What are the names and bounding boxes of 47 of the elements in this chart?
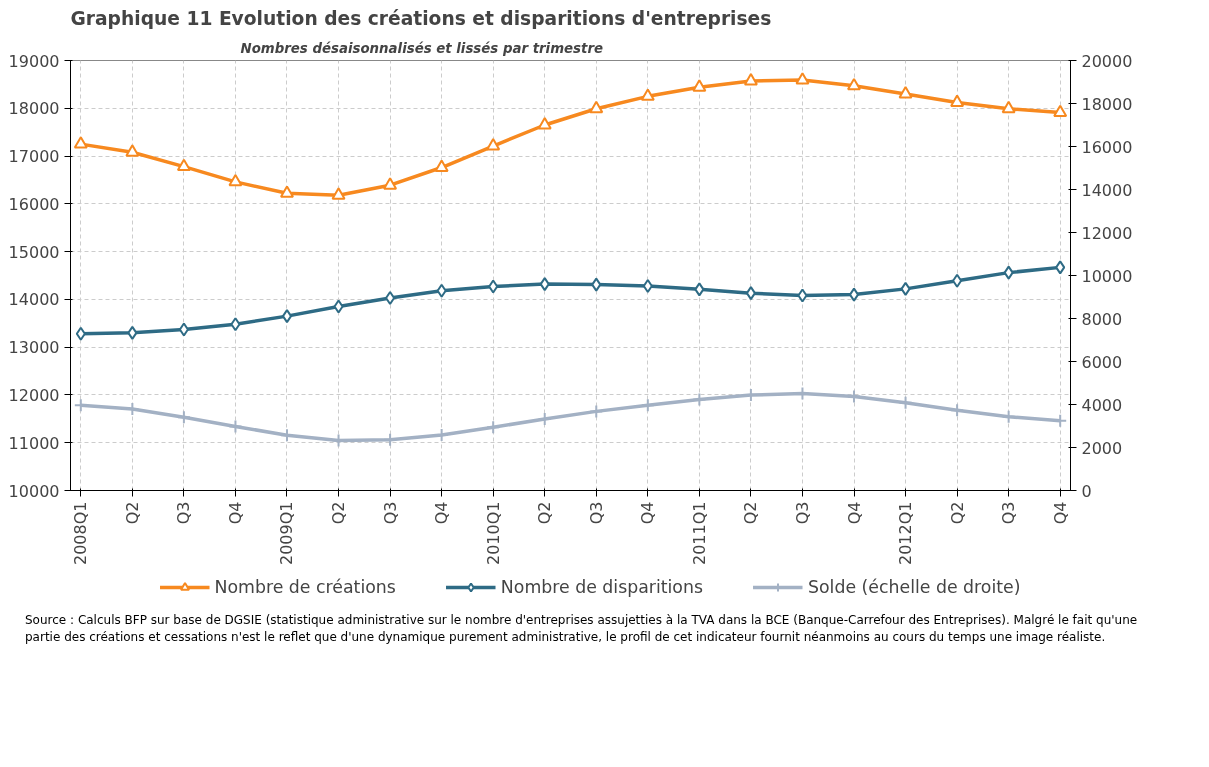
x-tick-label: Q3: [586, 501, 606, 525]
x-tick-label: Q2: [741, 501, 761, 525]
y2-tick-label: 18000: [1081, 94, 1133, 114]
y2-tick-label: 8000: [1081, 309, 1123, 329]
x-tick-label: 2011Q1: [689, 501, 709, 565]
legend-label: Solde (échelle de droite): [807, 577, 1021, 597]
y2-tick-label: 0: [1081, 481, 1092, 501]
x-tick-label: 2008Q1: [71, 501, 91, 565]
x-tick-label: 2010Q1: [483, 501, 503, 565]
x-tick-label: Q3: [999, 501, 1019, 525]
x-tick-label: Q4: [432, 501, 452, 525]
y2-tick-label: 20000: [1081, 51, 1133, 71]
y-tick-label: 16000: [8, 194, 60, 214]
y-tick-label: 18000: [8, 99, 60, 119]
x-tick-label: Q2: [329, 501, 349, 525]
x-tick-label: Q2: [947, 501, 967, 525]
y-tick-label: 10000: [8, 481, 60, 501]
y2-tick-label: 14000: [1081, 180, 1133, 200]
y-tick-label: 14000: [8, 290, 60, 310]
y-tick-label: 19000: [8, 51, 60, 71]
y2-tick-label: 2000: [1081, 438, 1123, 458]
y-tick-label: 15000: [8, 242, 60, 262]
x-tick-label: 2009Q1: [277, 501, 297, 565]
x-tick-label: Q3: [174, 501, 194, 525]
x-tick-label: Q4: [1050, 501, 1070, 525]
x-tick-label: Q2: [535, 501, 555, 525]
x-tick-label: 2012Q1: [896, 501, 916, 565]
y-tick-label: 13000: [8, 338, 60, 358]
y2-tick-label: 10000: [1081, 266, 1133, 286]
x-tick-label: Q4: [225, 501, 245, 525]
x-tick-label: Q2: [122, 501, 142, 525]
text: Graphique 11 Evolution des créations et disparitions d'entreprises: [70, 7, 772, 29]
y-tick-label: 17000: [8, 147, 60, 167]
chart-subtitle: Nombres désaisonnalisés et lissés par trimestre: [240, 40, 604, 56]
legend-label: Nombre de disparitions: [500, 577, 703, 597]
y-tick-label: 11000: [8, 433, 60, 453]
y-tick-label: 12000: [8, 385, 60, 405]
y2-tick-label: 4000: [1081, 395, 1123, 415]
x-tick-label: Q4: [638, 501, 658, 525]
source-note: Source : Calculs BFP sur base de DGSIE (statistique administrative sur le nombre d'entreprises assujetties à la TVA dans la BCE (Banque-Carrefour des Entreprises). Malgré le fait qu'une partie des créations et cessations n'est le reflet que d'une dynamique purement administrative, le profil de cet indicateur fournit néanmoins au cours du temps une image réaliste.: [25, 612, 1139, 647]
legend-label: Nombre de créations: [214, 577, 396, 597]
x-tick-label: Q4: [844, 501, 864, 525]
y2-tick-label: 6000: [1081, 352, 1123, 372]
y2-tick-label: 12000: [1081, 223, 1133, 243]
x-tick-label: Q3: [792, 501, 812, 525]
y2-tick-label: 16000: [1081, 137, 1133, 157]
x-tick-label: Q3: [380, 501, 400, 525]
